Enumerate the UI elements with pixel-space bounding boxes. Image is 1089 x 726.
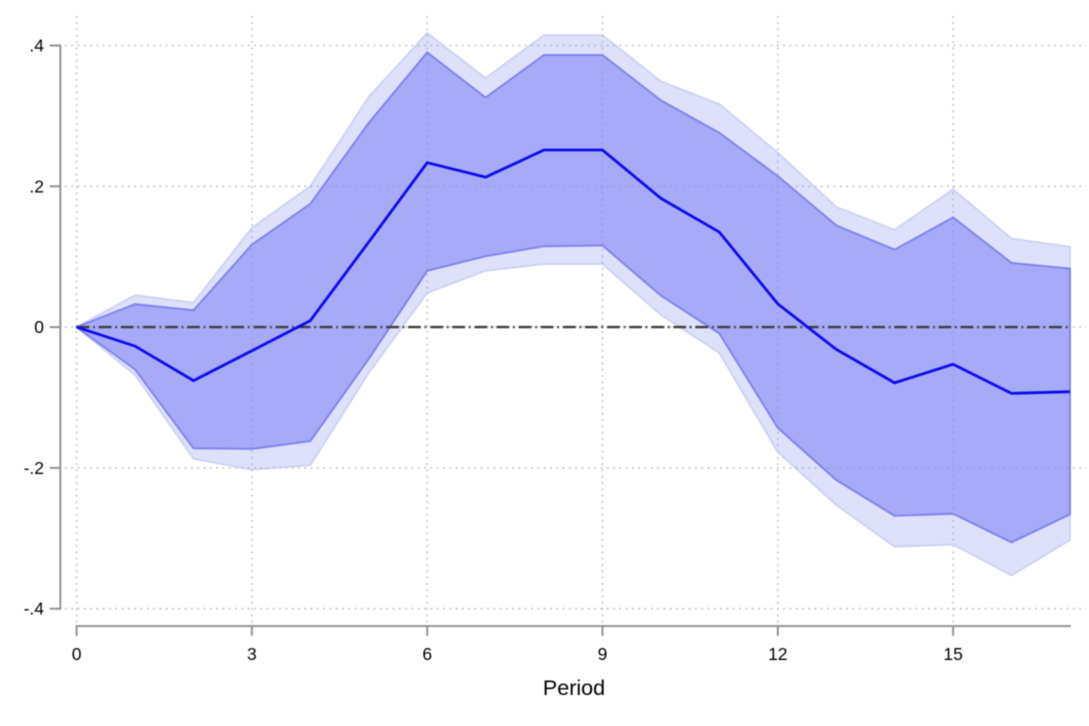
svg-text:-.4: -.4 — [24, 599, 45, 619]
svg-text:0: 0 — [72, 644, 82, 664]
svg-text:-.2: -.2 — [24, 458, 44, 478]
svg-text:0: 0 — [34, 317, 44, 337]
svg-text:3: 3 — [247, 644, 257, 664]
svg-text:6: 6 — [422, 644, 432, 664]
svg-text:Period: Period — [543, 676, 605, 700]
svg-text:.2: .2 — [29, 176, 44, 196]
svg-text:15: 15 — [943, 644, 962, 664]
svg-text:9: 9 — [598, 644, 608, 664]
svg-text:12: 12 — [768, 644, 787, 664]
svg-text:.4: .4 — [29, 36, 44, 56]
